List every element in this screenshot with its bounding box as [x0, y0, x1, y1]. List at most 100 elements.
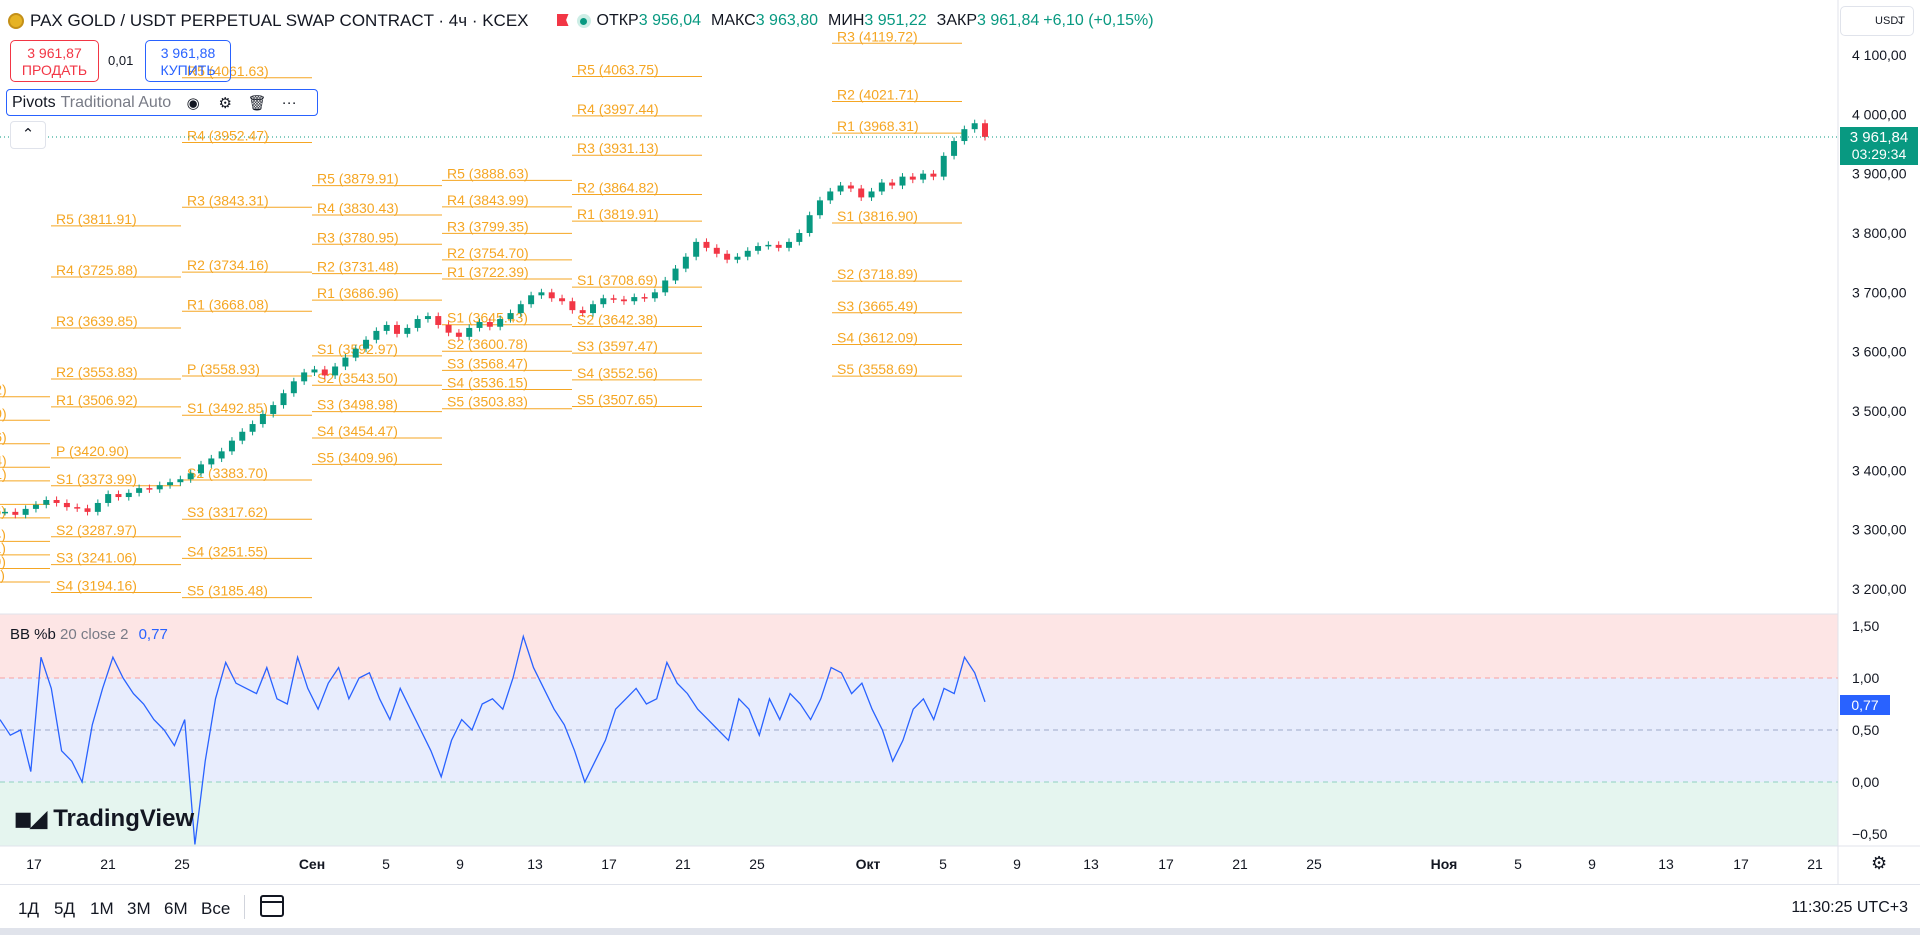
close-value: 3 961,84	[976, 12, 1040, 29]
candle-body	[569, 301, 576, 311]
symbol-title[interactable]: PAX GOLD / USDT PERPETUAL SWAP CONTRACT …	[30, 11, 529, 30]
pivot-label: R1 (3668.08)	[187, 296, 269, 312]
pivot-label: S3 (3317.62)	[187, 504, 268, 520]
bb-legend[interactable]: BB %b 20 close 2 0,77	[10, 626, 168, 643]
candle-body	[744, 250, 751, 257]
candle-body	[930, 173, 937, 177]
candle-body	[383, 324, 390, 331]
market-open-icon[interactable]	[576, 14, 591, 28]
candle-body	[940, 155, 947, 177]
trash-icon[interactable]: 🗑	[247, 94, 267, 112]
tradingview-mark-icon: ◼◢	[14, 806, 47, 831]
calendar-icon[interactable]	[260, 895, 284, 917]
range-6m-button[interactable]: 6М	[164, 899, 188, 918]
chevron-down-icon: ⌄	[1895, 15, 1905, 27]
pivots-params: Traditional Auto	[60, 93, 172, 111]
candle-body	[342, 357, 349, 367]
pivot-label: S4 (3536.15)	[447, 375, 528, 391]
candle-body	[84, 508, 91, 512]
pivot-label: S2 (3287.97)	[56, 522, 137, 538]
pivot-label: R2 (3754.70)	[447, 245, 529, 261]
last-price-label: 3 961,84 03:29:34	[1840, 127, 1918, 165]
candle-body	[971, 123, 978, 130]
currency-select[interactable]: USDT ⌄	[1840, 6, 1914, 36]
close-label: ЗАКР	[936, 12, 977, 29]
bar-countdown: 03:29:34	[1851, 146, 1907, 162]
bb-percent-b-layer	[0, 634, 1838, 845]
candle-body	[136, 488, 143, 493]
candle-body	[889, 182, 896, 186]
pivot-label: S5 (3409.96)	[317, 449, 398, 465]
chart-canvas[interactable]: R5 (3524.02) R4 (3484.39) R3 (3444.76) R2 (…	[0, 0, 1920, 884]
time-tick-label: 25	[174, 856, 190, 872]
time-tick-label: 9	[1588, 856, 1596, 872]
bb-tick-label: 1,00	[1852, 670, 1879, 686]
last-price-value: 3 961,84	[1849, 129, 1909, 146]
candle-body	[734, 256, 741, 260]
bottom-toolbar: 1Д 5Д 1М 3М 6М Все 11:30:25 UTC+3	[0, 884, 1920, 928]
pivot-label: S5 (3507.65)	[577, 391, 658, 407]
price-tick-label: 3 400,00	[1852, 462, 1907, 478]
candle-body	[816, 200, 823, 216]
candle-body	[352, 348, 359, 358]
pivot-label: S2 (3280.24)	[0, 526, 6, 542]
candle-body	[590, 304, 596, 314]
settings-icon[interactable]: ⚙	[218, 94, 232, 112]
pivot-label: S5 (3558.69)	[837, 361, 918, 377]
time-tick-label: 21	[675, 856, 691, 872]
candle-body	[74, 507, 81, 509]
range-3m-button[interactable]: 3М	[127, 899, 151, 918]
pivot-label: R3 (3799.35)	[447, 218, 529, 234]
buy-button[interactable]: 3 961,88 КУПИТЬ	[145, 40, 231, 82]
pivot-label: R5 (3524.02)	[0, 382, 7, 398]
pivot-label: R4 (3952.47)	[187, 128, 269, 144]
sell-button[interactable]: 3 961,87 ПРОДАТЬ	[10, 40, 99, 82]
candle-body	[837, 185, 844, 192]
eye-icon[interactable]: ◉	[186, 94, 200, 112]
pivot-label: S1 (3708.69)	[577, 272, 658, 288]
price-tick-label: 3 300,00	[1852, 522, 1907, 538]
pivot-label: S1 (3373.99)	[56, 471, 137, 487]
candle-body	[538, 292, 545, 296]
candle-body	[311, 369, 318, 373]
bb-tick-label: 0,50	[1852, 722, 1879, 738]
pivot-label: R1 (3722.39)	[447, 264, 529, 280]
range-1m-button[interactable]: 1М	[90, 899, 114, 918]
candle-body	[620, 299, 627, 302]
pivot-label: R2 (3864.82)	[577, 180, 659, 196]
candle-body	[579, 310, 586, 314]
clock[interactable]: 11:30:25 UTC+3	[1791, 899, 1908, 916]
pivot-label: R4 (3830.43)	[317, 200, 399, 216]
time-tick-label: 13	[527, 856, 543, 872]
pivot-label: S5 (3503.83)	[447, 394, 528, 410]
ohlc-values: ОТКР3 956,04 МАКС3 963,80 МИН3 951,22 ЗАКР3…	[597, 12, 1164, 30]
flag-icon[interactable]	[557, 14, 571, 28]
pivot-label: R2 (3731.48)	[317, 259, 399, 275]
range-all-button[interactable]: Все	[201, 899, 231, 918]
bb-lower-zone	[0, 782, 1838, 846]
candle-body	[713, 247, 720, 254]
paxg-coin-icon	[8, 13, 24, 29]
pivots-legend[interactable]: Pivots Traditional Auto ◉ ⚙ 🗑 ···	[6, 89, 318, 116]
candle-body	[528, 295, 535, 305]
pivot-label: S3 (3597.47)	[577, 338, 658, 354]
bb-tick-label: 0,00	[1852, 774, 1879, 790]
candle-body	[909, 176, 916, 180]
time-tick-label: 25	[1306, 856, 1322, 872]
pivot-label: R5 (3879.91)	[317, 171, 399, 187]
axes-layer: 4 100,00 4 000,00 3 900,00 3 800,00 3 700,00…	[26, 47, 1906, 872]
range-1d-button[interactable]: 1Д	[18, 899, 39, 918]
pivot-label: R3 (3444.76)	[0, 429, 7, 445]
tradingview-logo[interactable]: ◼◢ TradingView	[14, 805, 194, 833]
buy-label: КУПИТЬ	[160, 62, 216, 78]
pivot-label: S3 (3665.49)	[837, 298, 918, 314]
candle-body	[249, 424, 256, 432]
collapse-legend-button[interactable]: ⌃	[10, 121, 46, 149]
range-5d-button[interactable]: 5Д	[54, 899, 75, 918]
axis-settings-icon[interactable]: ⚙	[1871, 853, 1888, 873]
pivot-label: R1 (3506.92)	[56, 392, 138, 408]
candle-body	[435, 316, 442, 325]
candle-body	[53, 500, 60, 503]
toolbar-divider	[244, 895, 245, 919]
more-icon[interactable]: ···	[281, 94, 297, 111]
